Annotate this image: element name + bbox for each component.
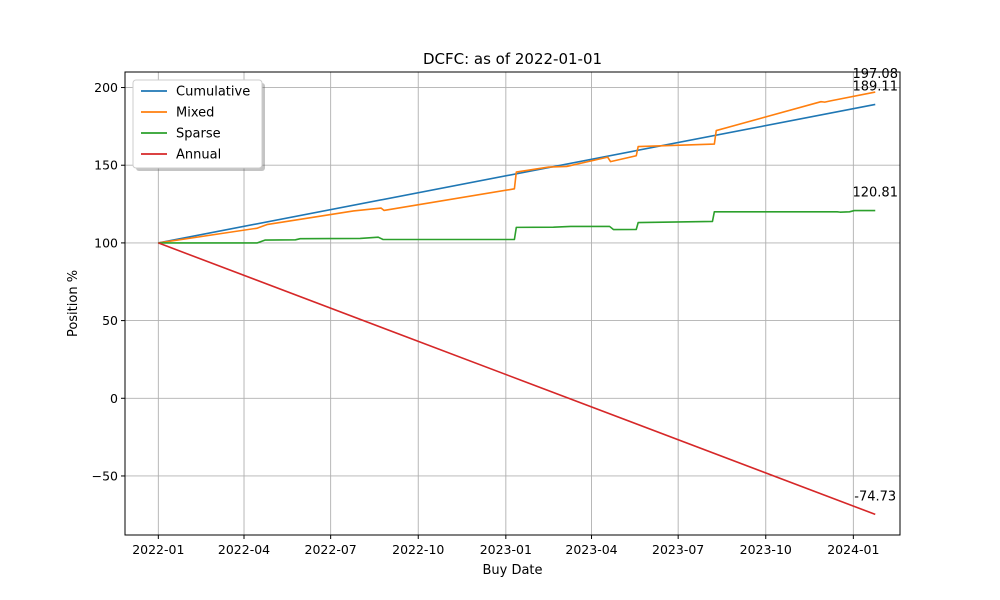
legend-label-mixed: Mixed [176,106,214,121]
end-label-cumulative: 189.11 [852,79,898,94]
series-lines [158,91,876,516]
series-line-annual [158,242,876,516]
end-label-sparse: 120.81 [852,186,898,201]
legend: Cumulative Mixed Sparse Annual [132,79,265,171]
x-axis-label: Buy Date [482,563,542,578]
y-tick-label: 0 [110,391,118,406]
x-tick-label: 2022-10 [392,542,444,557]
y-axis-label: Position % [66,270,81,337]
plot-frame [124,71,901,536]
legend-items: Cumulative Mixed Sparse Annual [141,85,250,163]
x-tick-label: 2022-04 [218,542,270,557]
grid-lines [125,72,900,535]
y-tick-label: 50 [102,313,118,328]
x-tick-label: 2023-04 [565,542,617,557]
chart-title: DCFC: as of 2022-01-01 [423,50,602,68]
y-tick-label: 100 [94,235,118,250]
legend-box [132,79,263,169]
series-line-mixed [158,91,876,244]
legend-label-sparse: Sparse [176,127,221,142]
y-tick-label: 150 [94,158,118,173]
x-tick-label: 2023-07 [652,542,704,557]
x-tick-label: 2023-01 [480,542,532,557]
axis-ticks: 2022-01 2022-04 2022-07 2022-10 2023-01 2023-… [92,80,880,557]
series-line-sparse [158,209,876,244]
y-tick-label: −50 [92,468,118,483]
x-tick-label: 2022-07 [305,542,357,557]
legend-label-annual: Annual [176,148,221,163]
x-tick-label: 2022-01 [132,542,184,557]
end-label-annual: -74.73 [854,489,896,504]
y-tick-label: 200 [94,80,118,95]
x-tick-label: 2023-10 [740,542,792,557]
end-label-mixed: 197.08 [852,67,898,82]
legend-label-cumulative: Cumulative [176,85,250,100]
x-tick-label: 2024-01 [827,542,879,557]
